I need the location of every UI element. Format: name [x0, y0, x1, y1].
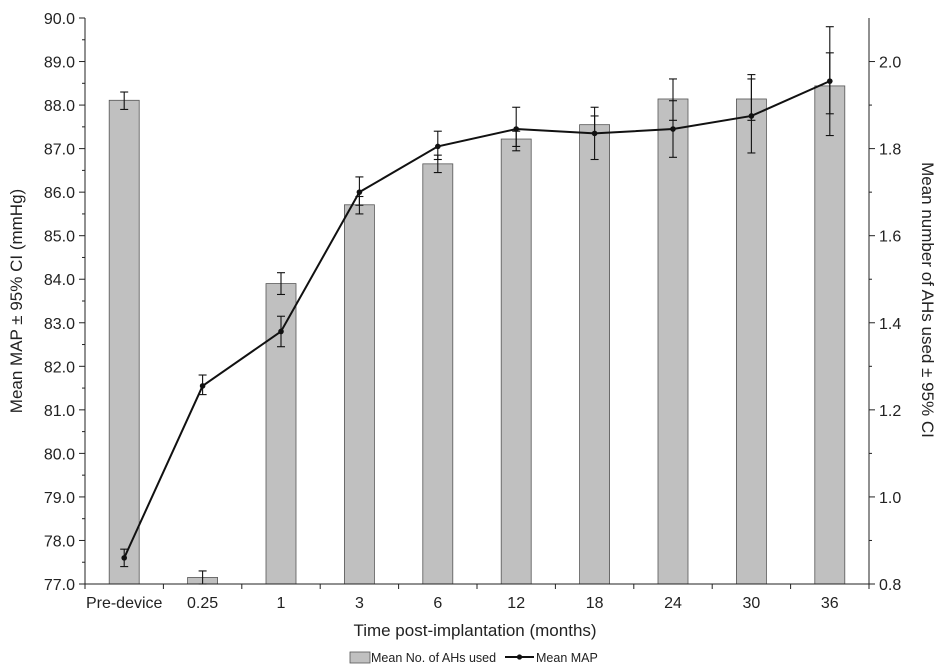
bar-0	[108, 99, 140, 585]
line-point-2	[278, 328, 284, 335]
y-left-tick-label-4: 81.0	[44, 403, 75, 420]
x-tick-label-0: Pre-device	[86, 595, 163, 612]
line-point-1	[199, 383, 206, 389]
y-right-tick-label-4: 1.6	[879, 229, 901, 246]
line-point-5	[513, 126, 519, 132]
mean-map-line-layer	[120, 26, 834, 568]
x-tick-label-7: 24	[664, 595, 682, 612]
bars-layer	[108, 52, 846, 585]
line-point-0	[121, 555, 127, 561]
x-tick-label-3: 3	[355, 595, 364, 612]
y-left-tick-label-7: 84.0	[44, 272, 75, 289]
axes-layer	[79, 17, 875, 589]
y-left-tick-label-2: 79.0	[44, 490, 75, 507]
y-left-tick-label-6: 83.0	[44, 316, 75, 333]
line-point-7	[670, 126, 676, 132]
y-left-tick-label-10: 87.0	[44, 142, 75, 159]
y-left-tick-label-11: 88.0	[44, 98, 75, 115]
y-left-tick-label-1: 78.0	[44, 533, 75, 550]
y-right-tick-label-3: 1.4	[879, 316, 901, 333]
y-left-tick-label-3: 80.0	[44, 446, 75, 463]
bar-6	[579, 124, 610, 585]
line-point-4	[435, 143, 441, 150]
legend-line-label: Mean MAP	[536, 651, 598, 665]
legend-bar-swatch	[349, 651, 371, 664]
x-tick-label-2: 1	[277, 595, 286, 612]
line-point-9	[827, 78, 833, 84]
y-axis-label-left: Mean MAP ± 95% CI (mmHg)	[7, 189, 26, 413]
bar-8	[736, 98, 767, 585]
bar-3	[343, 204, 375, 585]
x-tick-label-4: 6	[433, 595, 442, 612]
y-right-tick-label-1: 1.0	[879, 490, 901, 507]
mean-map-line	[123, 80, 831, 559]
line-point-6	[591, 130, 598, 137]
bar-5	[500, 138, 532, 585]
bar-error-0	[120, 91, 129, 110]
y-left-tick-label-13: 90.0	[44, 11, 75, 28]
y-left-tick-label-5: 82.0	[44, 359, 75, 376]
y-right-tick-label-6: 2.0	[879, 55, 901, 72]
y-left-tick-label-8: 85.0	[44, 229, 75, 246]
bar-error-2	[277, 272, 285, 296]
y-axis-label-right: Mean number of AHs used ± 95% CI	[918, 162, 937, 438]
bar-4	[422, 163, 454, 585]
legend-line-marker	[516, 654, 523, 660]
bar-7	[657, 98, 689, 585]
y-right-tick-label-2: 1.2	[879, 403, 901, 420]
x-tick-labels: Pre-device 0.25 1 3 6 12 18 24 30 36	[86, 595, 839, 612]
y-right-tick-label-0: 0.8	[879, 577, 901, 594]
line-point-3	[356, 189, 363, 195]
legend: Mean No. of AHs used Mean MAP	[349, 651, 598, 665]
x-tick-label-9: 36	[821, 595, 839, 612]
x-tick-label-6: 18	[586, 595, 604, 612]
line-point-8	[748, 113, 755, 119]
y-left-tick-labels: 77.0 78.0 79.0 80.0 81.0 82.0 83.0 84.0 85.0 86.0…	[44, 11, 75, 594]
x-axis-label: Time post-implantation (months)	[353, 621, 596, 640]
bar-9	[814, 85, 846, 585]
x-tick-label-5: 12	[507, 595, 525, 612]
x-tick-label-1: 0.25	[187, 595, 218, 612]
y-right-tick-label-5: 1.8	[879, 142, 901, 159]
y-right-tick-labels: 0.8 1.0 1.2 1.4 1.6 1.8 2.0	[879, 55, 901, 594]
x-tick-label-8: 30	[743, 595, 761, 612]
y-left-tick-label-0: 77.0	[44, 577, 75, 594]
y-left-tick-label-12: 89.0	[44, 55, 75, 72]
legend-bar-label: Mean No. of AHs used	[371, 651, 496, 665]
y-left-tick-label-9: 86.0	[44, 185, 75, 202]
